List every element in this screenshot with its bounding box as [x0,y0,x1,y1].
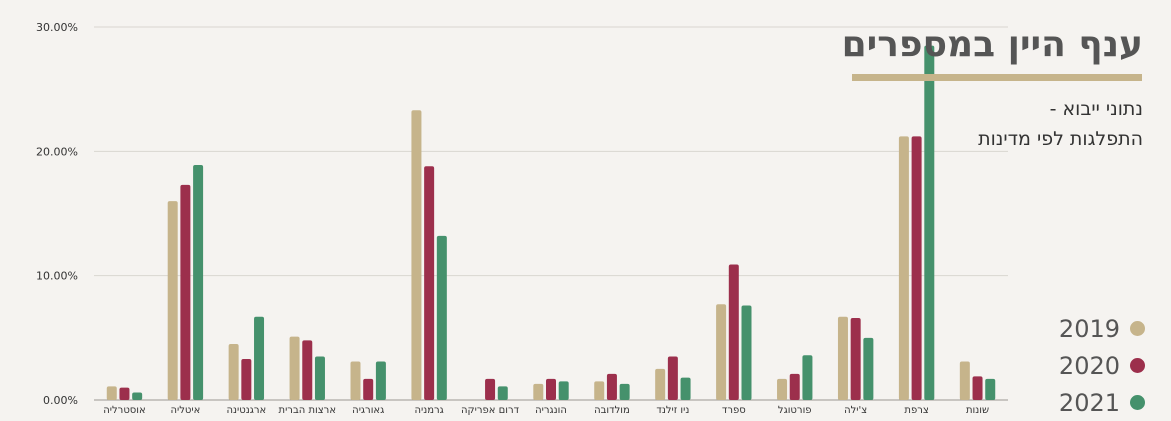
chart-legend: 2019 2020 2021 [1059,310,1145,421]
bar-2019-11 [777,378,788,400]
bar-2021-11 [802,355,813,400]
subtitle-line-2: התפלגות לפי מדינות [978,128,1143,150]
x-tick-label: מולדובה [594,405,630,416]
legend-item-2020: 2020 [1059,347,1145,384]
bar-2020-5 [424,166,435,400]
x-tick-label: ארצות הברית [279,405,337,416]
bar-2021-1 [193,165,204,400]
x-tick-label: פורטוגל [778,405,812,416]
bar-2020-6 [485,378,496,400]
legend-label-2019: 2019 [1058,314,1120,343]
bar-2021-4 [375,361,386,400]
ticks-layer: 0.00% 10.00% 20.00% 30.00% אוסטרליה איטליה ארג… [36,21,989,416]
x-tick-label: הונגריה [535,405,567,416]
y-tick-label: 0.00% [43,394,78,407]
chart-subtitle: נתוני ייבוא - התפלגות לפי מדינות [978,94,1143,154]
bar-2019-2 [228,344,239,400]
bar-2020-12 [850,317,861,400]
x-tick-label: גאורגיה [352,405,384,416]
bar-2021-8 [619,383,630,400]
legend-dot-2019 [1130,321,1145,336]
bar-2021-10 [741,305,752,400]
bar-2020-4 [363,378,374,400]
bar-2020-2 [241,358,252,400]
bar-2019-5 [411,110,422,400]
bar-2019-12 [837,316,848,400]
y-tick-label: 20.00% [36,145,78,158]
y-tick-label: 10.00% [36,270,78,283]
bar-2021-12 [863,337,874,400]
bar-2021-13 [924,45,935,401]
x-tick-label: צ'ילה [844,405,867,416]
x-tick-label: ניו זילנד [656,405,689,416]
bar-2020-10 [728,264,739,400]
bar-2020-7 [546,378,556,400]
x-tick-label: ספרד [722,405,746,416]
x-tick-label: איטליה [170,405,200,416]
bar-2020-1 [180,184,191,400]
legend-item-2021: 2021 [1059,384,1145,421]
x-tick-label: גרמניה [414,405,443,416]
bar-2020-14 [972,376,983,400]
x-tick-label: צרפת [904,405,928,416]
bar-2020-8 [606,373,617,400]
y-tick-label: 30.00% [36,21,78,34]
bar-2019-3 [289,336,300,400]
bar-2021-6 [497,386,508,400]
bar-2019-4 [350,361,361,400]
title-underline [852,74,1142,81]
bar-2021-7 [558,381,569,400]
legend-dot-2020 [1130,358,1145,373]
bar-2019-0 [106,386,117,400]
bar-2019-13 [898,136,909,400]
x-tick-label: דרום אפריקה [461,405,520,416]
bars-layer [106,45,996,401]
x-tick-label: שונות [966,405,989,416]
bar-2020-9 [667,356,678,400]
bar-2020-11 [789,373,800,400]
legend-label-2020: 2020 [1058,351,1120,380]
bar-2019-8 [594,381,605,400]
bar-2019-1 [167,201,178,400]
bar-2021-14 [985,378,996,400]
bar-2019-10 [716,304,727,400]
bar-2020-13 [911,136,922,400]
bar-2021-2 [254,316,265,400]
bar-2020-3 [302,340,313,400]
x-tick-label: ארגנטינה [226,405,266,416]
bar-2019-14 [959,361,970,400]
chart-title: ענף היין במספרים [841,24,1143,65]
subtitle-line-1: נתוני ייבוא - [1049,98,1143,120]
x-tick-label: אוסטרליה [103,405,145,416]
legend-item-2019: 2019 [1059,310,1145,347]
bar-2020-0 [119,387,130,400]
legend-label-2021: 2021 [1058,388,1120,417]
bar-2021-5 [436,235,447,400]
legend-dot-2021 [1130,395,1145,410]
bar-2019-9 [655,368,666,400]
bar-2021-3 [314,356,325,400]
bar-2021-0 [132,392,143,400]
bar-2021-9 [680,377,691,400]
bar-2019-7 [533,383,544,400]
